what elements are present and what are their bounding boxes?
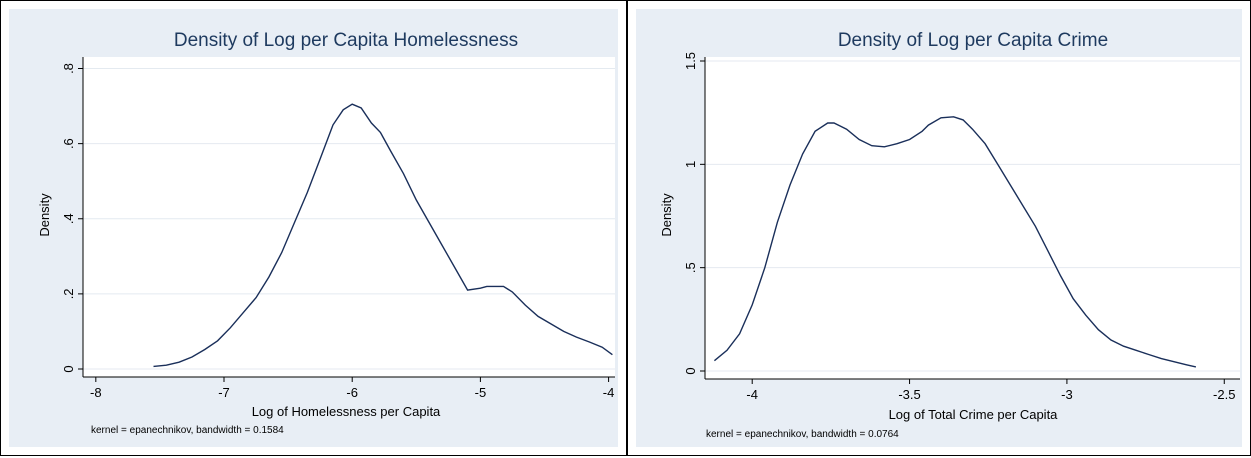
x-tick-label: -4 (746, 387, 758, 402)
x-tick-label: -2.5 (1213, 387, 1235, 402)
chart-title: Density of Log per Capita Homelessness (174, 30, 518, 51)
x-axis-label: Log of Total Crime per Capita (889, 407, 1059, 422)
chart-title: Density of Log per Capita Crime (838, 30, 1108, 51)
x-tick-label: -6 (346, 385, 358, 400)
density-line (153, 103, 613, 368)
x-axis-label: Log of Homelessness per Capita (252, 404, 441, 419)
chart-panel-right: Density of Log per Capita Crime Log of T… (627, 0, 1251, 456)
x-tick-label: -3 (1061, 387, 1073, 402)
y-tick-label: 0 (683, 367, 698, 374)
x-tick-label: -3.5 (898, 387, 920, 402)
y-tick-label: .5 (683, 262, 698, 273)
x-tick-label: -7 (218, 385, 230, 400)
chart-panel-left: Density of Log per Capita Homelessness L… (0, 0, 627, 456)
y-tick-label: .6 (61, 138, 76, 149)
y-tick-label: .4 (61, 213, 76, 224)
y-tick-label: 0 (61, 365, 76, 372)
y-tick-label: 1.5 (683, 52, 698, 70)
x-tick-label: -4 (603, 385, 615, 400)
y-tick-label: 1 (683, 161, 698, 168)
y-axis-label: Density (659, 193, 674, 237)
y-tick-label: .8 (61, 63, 76, 74)
kernel-note: kernel = epanechnikov, bandwidth = 0.076… (706, 429, 899, 440)
density-line (713, 116, 1197, 368)
kernel-note: kernel = epanechnikov, bandwidth = 0.158… (91, 425, 284, 436)
density-chart-crime: Density of Log per Capita Crime Log of T… (659, 30, 1240, 440)
y-tick-label: .2 (61, 288, 76, 299)
x-tick-label: -5 (475, 385, 487, 400)
x-tick-label: -8 (90, 385, 102, 400)
plot-area (83, 57, 615, 377)
density-chart-homelessness: Density of Log per Capita Homelessness L… (37, 30, 615, 436)
y-axis-label: Density (37, 193, 52, 237)
plot-area (705, 57, 1240, 379)
